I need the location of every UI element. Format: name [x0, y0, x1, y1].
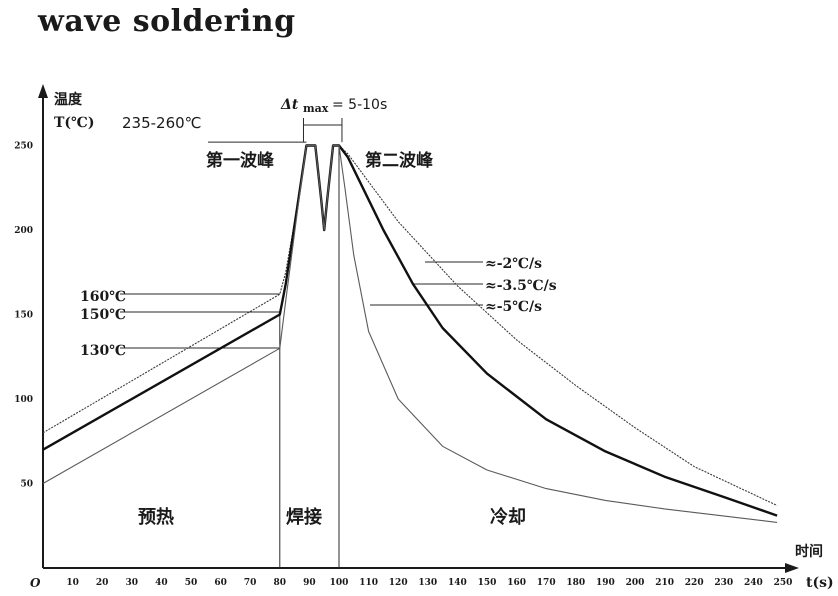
delta-t-subscript: max: [303, 102, 329, 115]
temp-150-label: 150℃: [80, 307, 126, 323]
y-tick-label: 250: [14, 142, 33, 152]
series-line-3: [42, 144, 778, 523]
zone-cooling-label: 冷却: [490, 506, 526, 528]
cooling-rate-3-5-label: ≈-3.5℃/s: [485, 278, 557, 294]
chart-title: wave soldering: [38, 4, 296, 39]
origin-label: O: [30, 576, 41, 590]
x-tick-label: 60: [214, 578, 227, 588]
y-tick-label: 150: [14, 311, 33, 321]
cooling-rate-5-label: ≈-5℃/s: [485, 299, 542, 315]
x-tick-label: 20: [96, 578, 109, 588]
x-tick-label: 50: [185, 578, 198, 588]
x-tick-label: 180: [566, 578, 585, 588]
x-tick-label: 250: [774, 578, 793, 588]
x-axis-arrow: [785, 563, 799, 573]
x-tick-label: 100: [330, 578, 349, 588]
zone-preheat-label: 预热: [138, 506, 174, 528]
x-tick-label: 160: [507, 578, 526, 588]
x-tick-label: 190: [596, 578, 615, 588]
x-tick-label: 80: [274, 578, 287, 588]
x-tick-label: 120: [389, 578, 408, 588]
y-tick-label: 100: [14, 395, 33, 405]
first-peak-label: 第一波峰: [206, 150, 275, 171]
series-lines: [42, 144, 778, 523]
x-tick-label: 110: [359, 578, 378, 588]
x-tick-label: 10: [66, 578, 79, 588]
x-tick-label: 210: [655, 578, 674, 588]
y-axis-label-unit: T(℃): [54, 115, 94, 131]
zone-soldering-label: 焊接: [286, 506, 322, 528]
series-line-1: [42, 144, 778, 506]
delta-t-value: = 5-10s: [332, 97, 387, 113]
x-tick-label: 90: [303, 578, 316, 588]
x-tick-label: 170: [537, 578, 556, 588]
temp-range-label: 235-260℃: [122, 114, 202, 132]
x-tick-label: 150: [478, 578, 497, 588]
temp-160-label: 160℃: [80, 289, 126, 305]
guide-lines: [120, 118, 483, 568]
x-tick-label: 220: [685, 578, 704, 588]
x-tick-label: 40: [155, 578, 168, 588]
y-tick-label: 50: [20, 480, 33, 490]
x-tick-label: 130: [418, 578, 437, 588]
second-peak-label: 第二波峰: [365, 150, 434, 171]
tick-labels: 10 20 30 40 50 60 70 80 90 100 110 120 130 140 150 160 1…: [14, 142, 792, 589]
x-tick-label: 240: [744, 578, 763, 588]
temp-130-label: 130℃: [80, 343, 126, 359]
y-axis-arrow: [38, 84, 48, 98]
x-tick-label: 200: [626, 578, 645, 588]
y-axis-label-name: 温度: [54, 91, 83, 108]
series-line-2: [42, 144, 778, 517]
x-tick-label: 230: [714, 578, 733, 588]
x-axis-label-unit: t(s): [806, 575, 834, 591]
x-tick-label: 70: [244, 578, 257, 588]
x-tick-label: 30: [126, 578, 139, 588]
y-tick-label: 200: [14, 226, 33, 236]
delta-t-symbol: Δt: [280, 97, 299, 113]
x-axis-label-name: 时间: [795, 543, 823, 560]
x-tick-label: 140: [448, 578, 467, 588]
axes: [38, 84, 799, 573]
cooling-rate-2-label: ≈-2℃/s: [485, 256, 542, 272]
